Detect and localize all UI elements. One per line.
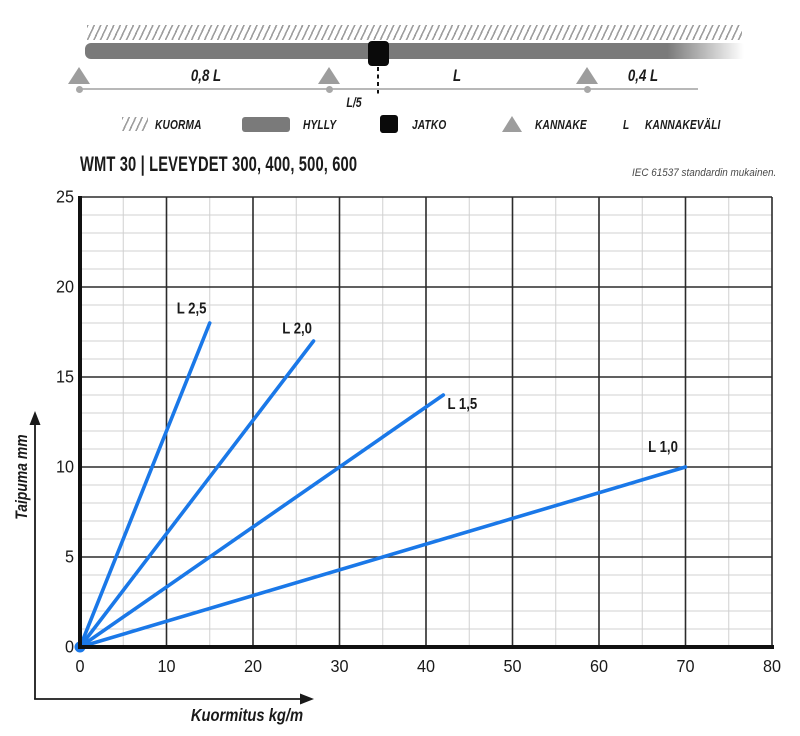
support-point [75,85,83,93]
series-label-L-2-0: L 2,0 [282,320,312,337]
span-label-right: 0,4 L [627,66,659,85]
series-label-L-1-5: L 1,5 [447,396,477,413]
legend-label-jatko: JATKO [412,117,447,132]
legend-label-kannakevali: KANNAKEVÄLI [645,117,721,132]
joint-marker [368,41,389,66]
support-triangle [318,67,340,84]
y-tick-label: 25 [56,190,74,207]
support-triangle-icon [502,116,522,132]
x-tick-label: 10 [157,656,175,676]
x-tick-label: 60 [590,656,608,676]
shelf-bar-icon [242,117,290,132]
legend-label-kuorma: KUORMA [155,117,202,132]
support-triangle [576,67,598,84]
series-label-L-2-5: L 2,5 [177,301,207,318]
x-tick-label: 0 [75,656,84,676]
x-tick-label: 30 [330,656,348,676]
y-tick-label: 10 [56,457,74,477]
series-label-L-1-0: L 1,0 [648,439,678,456]
legend-label-kannake: KANNAKE [535,117,587,132]
standard-note: IEC 61537 standardin mukainen. [631,167,776,179]
deflection-chart: L 2,5 L 2,0 L 1,5 L 1,0 0 10 20 30 40 50 60 70 80 0 5 1… [13,190,781,726]
load-hatch-icon [87,25,742,40]
shelf-bar [85,43,747,59]
joint-dashed-line [377,67,379,94]
legend-symbol-L: L [623,117,630,132]
y-axis-arrowhead [29,411,41,425]
support-baseline [79,88,698,90]
beam-diagram: 0,8 L L 0,4 L L/5 KUORMA HYLLY JATKO KAN… [0,0,800,150]
support-triangle [68,67,90,84]
x-tick-label: 80 [763,656,781,676]
series-line-L-2-0 [78,339,316,649]
x-axis-label: Kuormitus kg/m [191,706,303,726]
x-tick-label: 50 [503,656,521,676]
series-line-L-1-0 [78,465,688,649]
span-label-left: 0,8 L [190,66,222,85]
series-line-L-1-5 [78,393,446,649]
x-axis-arrowhead [300,693,314,705]
support-point [583,85,591,93]
y-tick-label: 5 [65,547,74,567]
span-label-mid: L [452,66,462,85]
x-tick-label: 20 [244,656,262,676]
y-axis-label: Taipuma mm [13,434,32,520]
joint-offset-label: L/5 [346,95,362,110]
page-title: WMT 30 | LEVEYDET 300, 400, 500, 600 [80,153,358,176]
legend-label-hylly: HYLLY [303,117,337,132]
joint-square-icon [380,115,398,133]
series-line-L-2-5 [78,321,212,649]
y-tick-label: 15 [56,367,74,387]
support-point [325,85,333,93]
x-tick-label: 40 [417,656,435,676]
y-tick-label: 0 [65,637,74,657]
y-tick-label: 20 [56,277,74,297]
load-hatch-icon [122,117,148,131]
x-tick-label: 70 [676,656,694,676]
